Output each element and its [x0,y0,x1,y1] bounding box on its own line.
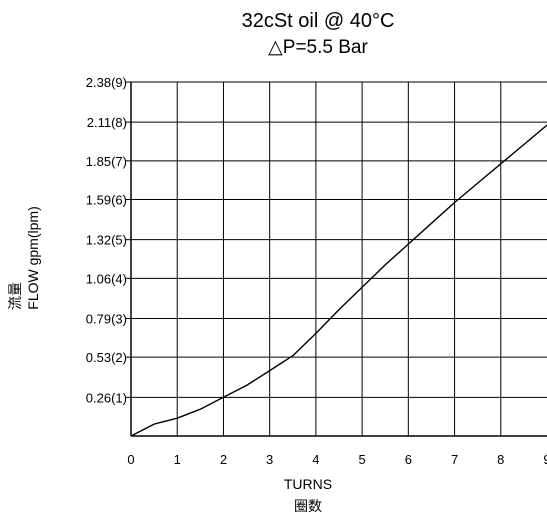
x-tick-labels: 0 1 2 3 4 5 6 7 8 9 [127,452,547,467]
y-tick-label: 2.38(9) [86,75,127,90]
x-tick-label: 2 [220,452,227,467]
y-tick-label: 2.11(8) [87,115,127,130]
chart-subtitle: △P=5.5 Bar [268,37,368,58]
y-tick-labels: 0.26(1) 0.53(2) 0.79(3) 1.06(4) 1.32(5) 1.59(… [86,75,127,405]
y-tick-label: 1.32(5) [86,233,127,248]
x-tick-label: 1 [174,452,181,467]
x-tick-label: 4 [312,452,319,467]
x-tick-label: 0 [127,452,134,467]
x-tick-label: 6 [405,452,412,467]
flow-curve [130,124,547,437]
y-tick-label: 0.53(2) [86,350,127,365]
y-axis-label-secondary: 流量 [7,282,23,310]
axes [125,81,547,437]
x-tick-label: 9 [543,452,547,467]
x-axis-label-secondary: 圈数 [294,498,322,514]
y-tick-label: 1.06(4) [86,271,127,286]
y-axis-label: FLOW gpm(lpm) [25,206,41,309]
y-tick-label: 0.26(1) [86,390,127,405]
x-tick-label: 8 [497,452,504,467]
y-tick-label: 0.79(3) [86,311,127,326]
series-layer [130,124,547,437]
x-tick-label: 5 [358,452,365,467]
grid-lines [131,81,547,436]
x-tick-label: 3 [266,452,273,467]
y-tick-label: 1.59(6) [86,193,127,208]
x-axis-label: TURNS [284,476,332,492]
y-tick-label: 1.85(7) [86,154,127,169]
chart-title: 32cSt oil @ 40°C [242,10,395,32]
x-tick-label: 7 [451,452,458,467]
